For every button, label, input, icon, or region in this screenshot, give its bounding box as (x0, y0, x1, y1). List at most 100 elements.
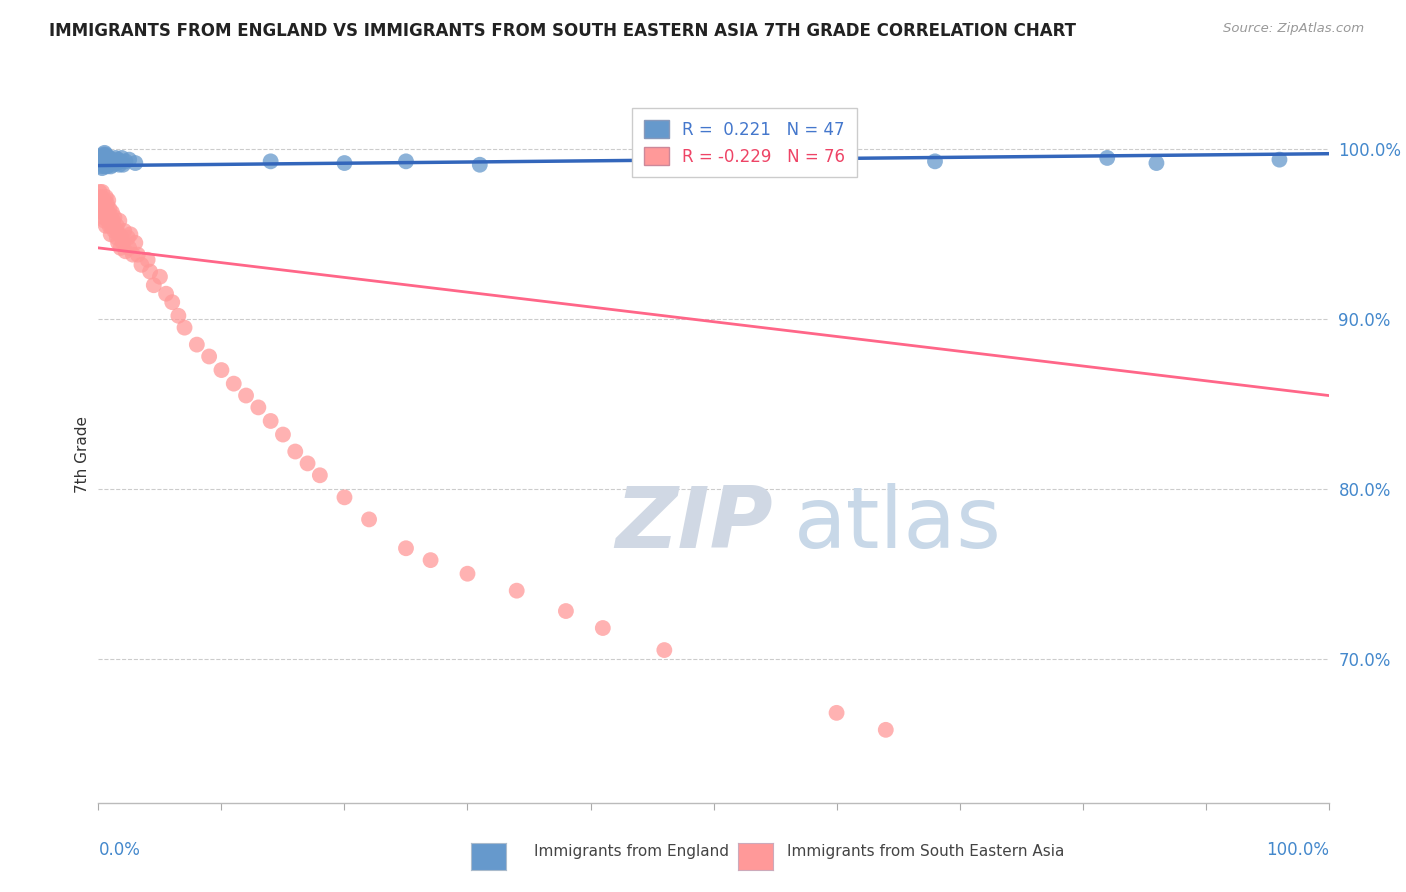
Point (127, 248, 149, 262)
Point (93, 211, 115, 225)
Point (1097, 151, 1119, 165)
Point (108, 158, 131, 172)
Point (94, 147, 117, 161)
Point (94, 202, 117, 216)
Point (111, 151, 134, 165)
Point (94, 219, 117, 233)
Point (96, 160, 118, 174)
Point (468, 158, 491, 172)
Point (103, 211, 125, 225)
Point (456, 566, 478, 581)
Point (1144, 156, 1167, 170)
Point (155, 286, 177, 301)
Point (825, 706, 848, 720)
Point (96, 196, 118, 211)
Point (93, 196, 115, 211)
Point (105, 156, 128, 170)
Point (139, 265, 162, 279)
Point (90, 190, 112, 204)
Text: Immigrants from South Eastern Asia: Immigrants from South Eastern Asia (787, 845, 1064, 859)
Point (260, 414, 283, 428)
Point (103, 158, 125, 172)
Point (96, 211, 118, 225)
Point (359, 512, 381, 526)
Point (98, 202, 121, 216)
Point (93, 153, 115, 167)
Point (100, 154, 122, 169)
Point (93, 156, 115, 170)
Point (149, 269, 172, 284)
Point (93, 151, 115, 165)
Text: 0.0%: 0.0% (98, 841, 141, 859)
Point (554, 604, 576, 618)
Point (395, 154, 418, 169)
Point (101, 205, 124, 219)
Point (90, 160, 112, 174)
Point (122, 248, 145, 262)
Point (124, 235, 146, 250)
Point (103, 154, 125, 169)
Point (94, 153, 117, 167)
Point (98, 151, 121, 165)
Point (825, 151, 848, 165)
Point (90, 151, 112, 165)
Point (97, 213, 120, 227)
Point (114, 154, 136, 169)
Point (222, 376, 245, 391)
Point (875, 723, 897, 737)
Point (104, 222, 127, 236)
Point (111, 230, 134, 244)
Point (112, 158, 135, 172)
Point (93, 160, 115, 174)
Text: 100.0%: 100.0% (1265, 841, 1329, 859)
Point (93, 194, 115, 208)
Point (98, 219, 121, 233)
Point (91, 202, 114, 216)
Point (107, 235, 129, 250)
Point (96, 149, 118, 163)
Point (297, 457, 319, 471)
Y-axis label: 7th Grade: 7th Grade (75, 417, 90, 493)
Point (91, 194, 114, 208)
Point (924, 154, 946, 169)
Point (108, 213, 131, 227)
Point (309, 468, 332, 483)
Point (284, 444, 307, 458)
Point (162, 295, 183, 310)
Text: atlas: atlas (793, 483, 1001, 566)
Point (120, 227, 142, 242)
Point (118, 153, 141, 167)
Point (97, 158, 120, 172)
Point (173, 320, 195, 334)
Point (103, 224, 125, 238)
Point (136, 252, 159, 267)
Point (100, 160, 122, 174)
Point (118, 241, 141, 255)
Point (211, 363, 233, 377)
Text: IMMIGRANTS FROM ENGLAND VS IMMIGRANTS FROM SOUTH EASTERN ASIA 7TH GRADE CORRELAT: IMMIGRANTS FROM ENGLAND VS IMMIGRANTS FR… (49, 22, 1076, 40)
Point (395, 541, 418, 556)
Point (110, 241, 132, 255)
Point (100, 211, 122, 225)
Point (506, 583, 529, 598)
Point (93, 207, 115, 221)
Point (167, 309, 190, 323)
Point (1268, 153, 1291, 167)
Point (101, 153, 124, 167)
Point (97, 194, 120, 208)
Point (96, 154, 118, 169)
Point (260, 154, 283, 169)
Point (91, 161, 114, 175)
Text: ZIP: ZIP (616, 483, 773, 566)
Point (112, 224, 135, 238)
Point (97, 153, 120, 167)
Point (333, 156, 356, 170)
Point (419, 553, 441, 567)
Point (271, 427, 294, 442)
Point (93, 147, 115, 161)
Point (104, 151, 127, 165)
Point (94, 190, 117, 204)
Point (107, 153, 129, 167)
Point (131, 258, 153, 272)
Point (90, 196, 112, 211)
